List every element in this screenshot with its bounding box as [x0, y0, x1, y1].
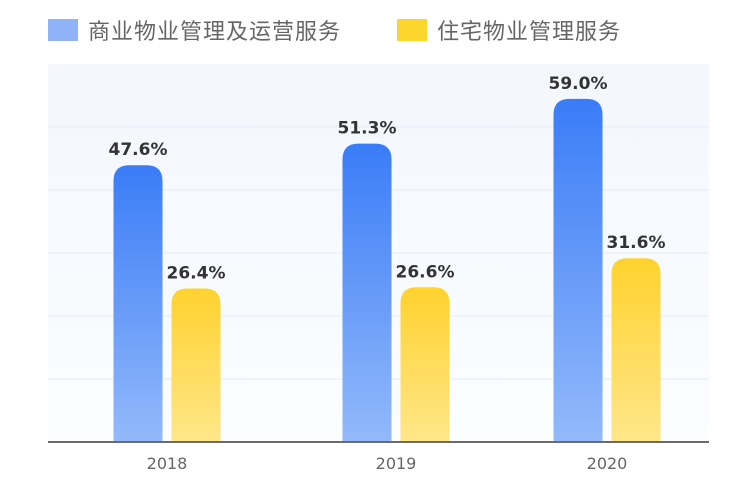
value-label-commercial: 59.0% [549, 74, 608, 94]
legend-item-commercial: 商业物业管理及运营服务 [48, 14, 341, 46]
legend: 商业物业管理及运营服务 住宅物业管理服务 [48, 14, 677, 46]
legend-label-residential: 住宅物业管理服务 [437, 20, 622, 45]
value-label-residential: 26.4% [167, 263, 226, 283]
x-tick-label: 2020 [587, 454, 628, 473]
bar-commercial [342, 143, 392, 442]
bar-residential [400, 287, 450, 442]
bar-commercial [553, 98, 603, 443]
value-label-commercial: 47.6% [109, 140, 168, 160]
value-label-residential: 26.6% [396, 262, 455, 282]
legend-item-residential: 住宅物业管理服务 [397, 14, 621, 46]
value-label-commercial: 51.3% [338, 119, 397, 139]
bar-commercial [113, 165, 163, 443]
legend-swatch-commercial [48, 19, 78, 41]
bar-residential [611, 258, 661, 442]
legend-label-commercial: 商业物业管理及运营服务 [88, 20, 342, 45]
legend-swatch-residential [397, 19, 428, 41]
value-label-residential: 31.6% [607, 233, 666, 253]
x-tick-label: 2018 [147, 454, 188, 473]
x-tick-label: 2019 [376, 454, 417, 473]
bar-residential [171, 288, 221, 442]
